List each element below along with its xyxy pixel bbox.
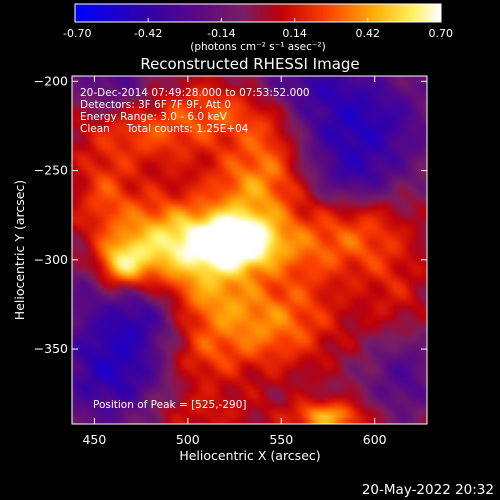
x-axis-ticks: 450 500 550 600 xyxy=(82,76,387,447)
footer-date: 20-May-2022 20:32 xyxy=(362,482,494,498)
colorbar-ticks: -0.70 -0.42 -0.14 0.14 0.42 0.70 xyxy=(63,18,453,40)
colorbar-tick-label: -0.70 xyxy=(63,27,91,40)
annotation-detectors: Detectors: 3F 6F 7F 9F, Att 0 xyxy=(80,99,231,111)
peak-position-label: Position of Peak = [525,-290] xyxy=(93,399,247,411)
y-tick-label: −350 xyxy=(34,341,68,356)
y-tick-label: −250 xyxy=(34,163,68,178)
colorbar-tick-label: -0.14 xyxy=(207,27,235,40)
x-tick-label: 450 xyxy=(82,432,106,447)
plot-frame xyxy=(71,75,428,425)
x-axis-label: Heliocentric X (arcsec) xyxy=(179,448,320,463)
heatmap-image xyxy=(72,76,427,424)
plot-area: 450 500 550 600 −200 −250 −300 −350 20-Dec-201… xyxy=(34,73,428,447)
info-annotations: 20-Dec-2014 07:49:28.000 to 07:53:52.000… xyxy=(80,87,310,411)
x-tick-label: 500 xyxy=(176,432,200,447)
x-tick-label: 600 xyxy=(363,432,387,447)
colorbar-gradient xyxy=(75,4,441,22)
colorbar-tick-label: -0.42 xyxy=(134,27,162,40)
colorbar: -0.70 -0.42 -0.14 0.14 0.42 0.70 (photons cm⁻… xyxy=(63,3,453,53)
colorbar-tick-label: 0.42 xyxy=(356,27,381,40)
colorbar-frame xyxy=(74,3,442,23)
chart-title: Reconstructed RHESSI Image xyxy=(140,55,359,73)
annotation-time-range: 20-Dec-2014 07:49:28.000 to 07:53:52.000 xyxy=(80,87,310,99)
y-tick-label: −200 xyxy=(34,73,68,88)
colorbar-tick-label: 0.70 xyxy=(429,27,454,40)
y-axis-label: Heliocentric Y (arcsec) xyxy=(12,180,27,320)
annotation-clean-counts: Clean Total counts: 1.25E+04 xyxy=(80,123,249,135)
y-tick-label: −300 xyxy=(34,252,68,267)
x-tick-label: 550 xyxy=(269,432,293,447)
annotation-energy-range: Energy Range: 3.0 - 6.0 keV xyxy=(80,111,228,123)
y-axis-ticks: −200 −250 −300 −350 xyxy=(34,73,427,356)
colorbar-tick-label: 0.14 xyxy=(282,27,307,40)
colorbar-unit-label: (photons cm⁻² s⁻¹ asec⁻²) xyxy=(190,41,325,53)
